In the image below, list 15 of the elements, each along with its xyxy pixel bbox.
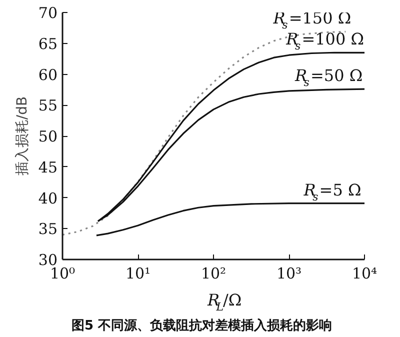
y-tick-label: 60: [38, 66, 58, 84]
y-tick-label: 55: [38, 96, 58, 115]
x-tick-label: 10⁴: [352, 264, 378, 282]
y-tick-label: 70: [38, 4, 58, 22]
y-tick-label: 65: [38, 34, 58, 53]
x-tick-label: 10¹: [125, 264, 151, 282]
x-tick-label: 10²: [200, 264, 226, 282]
y-axis-title: 插入损耗/dB: [14, 96, 30, 176]
y-tick-label: 45: [38, 158, 58, 176]
x-tick-label: 10³: [276, 264, 302, 282]
y-tick-label: 40: [38, 189, 58, 208]
x-tick-label: 10⁰: [50, 264, 76, 282]
y-tick-label: 50: [38, 128, 58, 146]
y-tick-label: 35: [38, 220, 58, 238]
caption: 图5 不同源、负载阻抗对差模插入损耗的影响: [72, 318, 332, 334]
